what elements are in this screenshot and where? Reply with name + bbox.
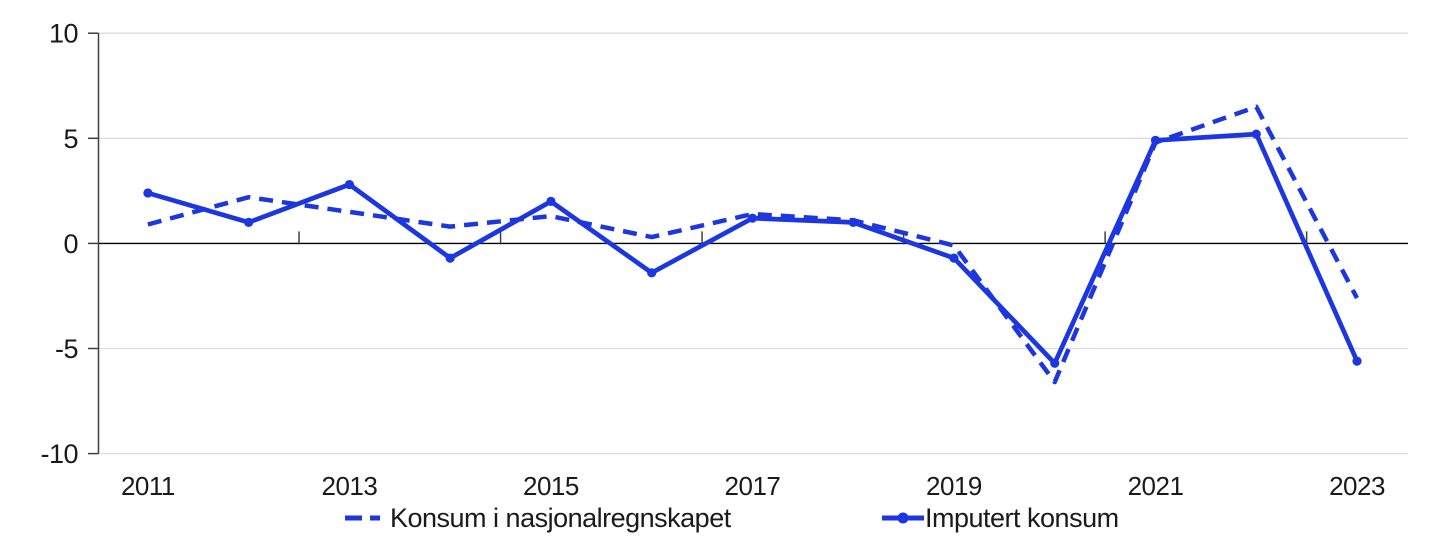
data-point-marker [244,217,254,227]
data-point-marker [747,213,758,223]
data-point-marker [1251,129,1261,139]
x-tick-label: 2019 [926,471,982,501]
y-tick-label: -10 [40,439,78,469]
y-tick-label: 0 [63,229,78,259]
x-tick-label: 2013 [321,471,377,501]
x-tick-label: 2011 [121,471,175,501]
y-tick-label: 10 [49,19,78,49]
data-point-marker [647,268,657,278]
x-tick-label: 2015 [523,471,579,501]
data-point-marker [1150,135,1161,146]
y-tick-label: -5 [55,334,78,364]
data-point-marker [344,179,355,190]
y-tick-label: 5 [63,124,78,154]
data-point-marker [949,253,959,263]
x-tick-label: 2023 [1329,471,1385,501]
data-point-marker [143,188,153,198]
x-tick-label: 2017 [725,471,781,501]
data-point-marker [546,196,556,206]
data-point-marker [1352,356,1362,366]
data-point-marker [1050,358,1060,368]
x-tick-label: 2021 [1128,471,1184,501]
series-line-konsum-i-nasjonalregnskapet [147,104,1359,385]
data-point-marker [445,253,455,263]
data-point-marker [848,217,858,227]
series-line-imputert-konsum [147,131,1360,366]
